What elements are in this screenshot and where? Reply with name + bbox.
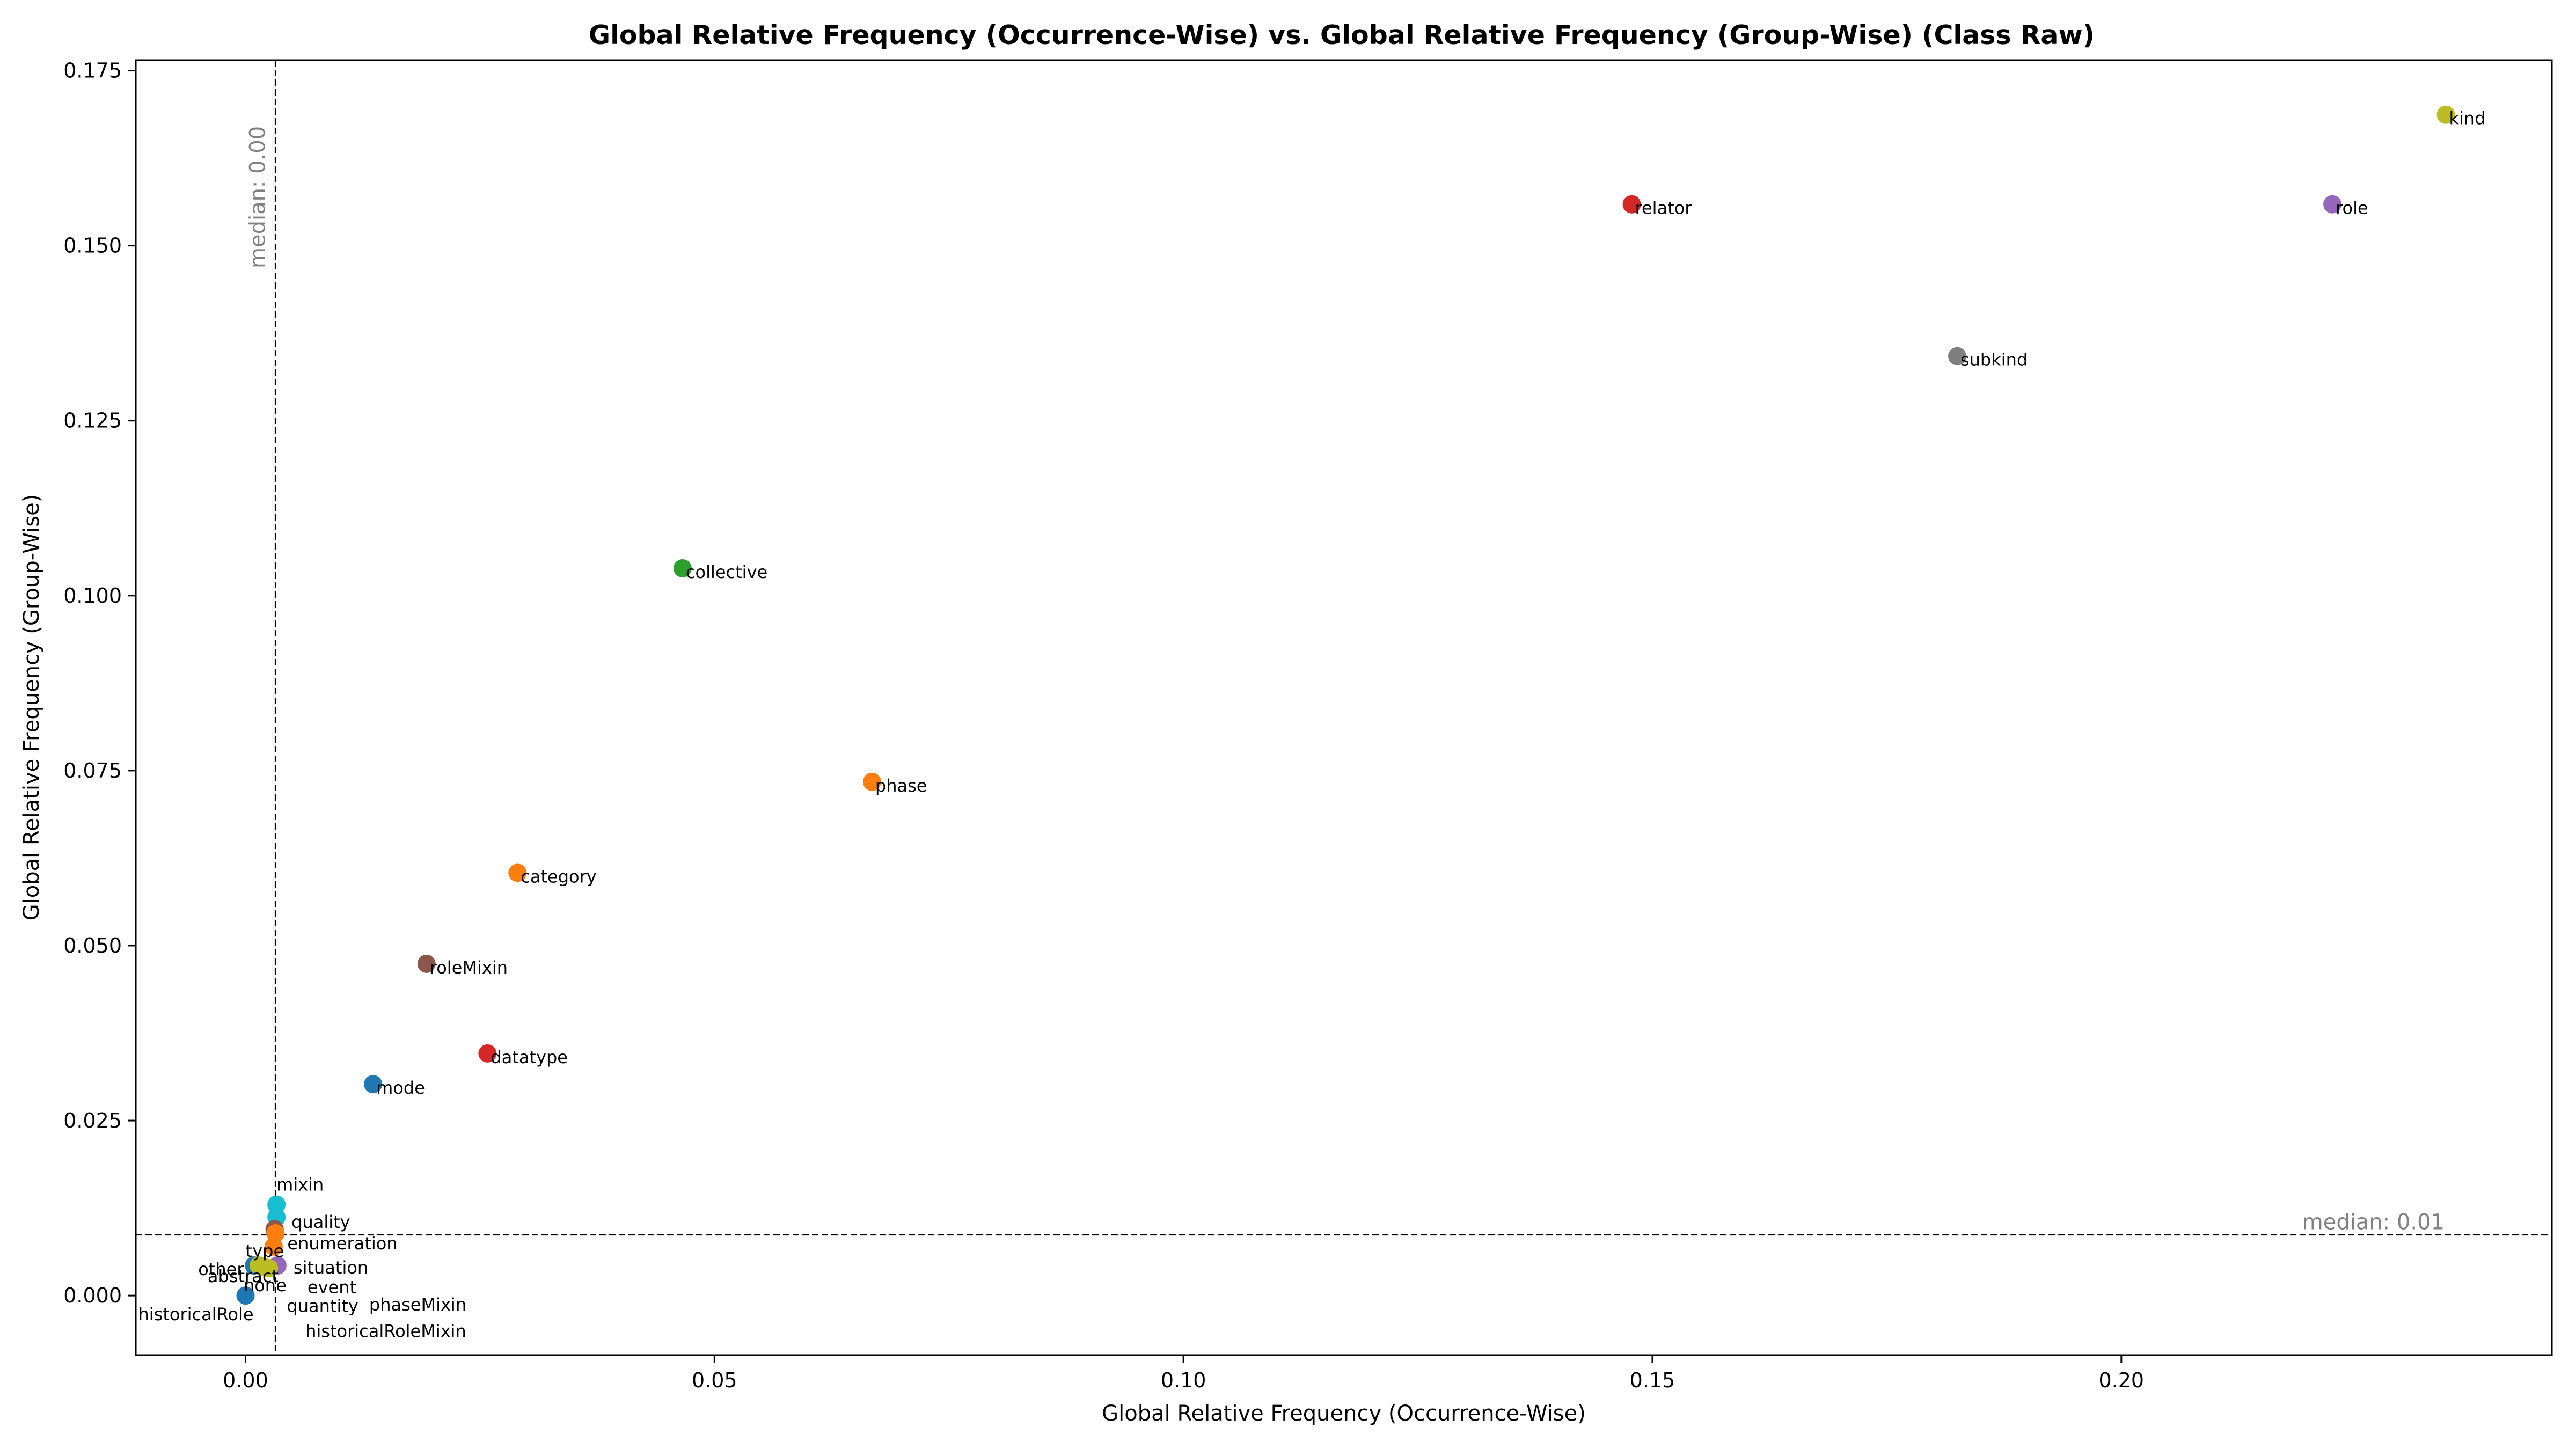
point-label: quantity [287,1296,358,1316]
y-tick-label: 0.125 [63,409,122,433]
point-label: mode [376,1078,425,1098]
point-label: none [244,1275,287,1296]
x-tick-label: 0.05 [692,1368,737,1392]
data-point [266,1224,285,1243]
x-axis-label: Global Relative Frequency (Occurrence-Wi… [1102,1401,1586,1426]
plot-area: median: 0.00 median: 0.01 kind role relator s… [136,60,2552,1355]
point-label: quality [291,1212,350,1232]
point-label: datatype [491,1047,568,1067]
y-tick-label: 0.150 [63,234,122,258]
y-tick-label: 0.075 [63,759,122,782]
plot-frame [135,59,2553,1356]
data-point [862,772,881,791]
point-label: mixin [276,1175,324,1195]
data-point [417,954,436,973]
data-point [673,559,692,577]
point-label: enumeration [287,1233,397,1254]
point-label: phaseMixin [369,1294,466,1315]
data-point [508,863,527,882]
point-label: relator [1635,198,1693,218]
data-point [2323,195,2342,214]
data-point [2436,105,2455,124]
point-label: kind [2449,108,2486,129]
point-label: other [198,1259,244,1279]
point-label: event [308,1277,356,1297]
point-label: collective [686,562,767,582]
data-point [1948,347,1966,365]
chart-title: Global Relative Frequency (Occurrence-Wi… [589,20,2095,50]
point-label: type [246,1241,284,1261]
data-point [478,1044,497,1063]
point-label: historicalRole [138,1304,253,1324]
data-point [267,1195,286,1214]
x-tick-label: 0.00 [223,1368,268,1392]
point-label: abstract [208,1266,279,1286]
x-tick-label: 0.20 [2099,1368,2145,1392]
point-label: role [2336,198,2368,218]
data-point [264,1237,283,1256]
y-tick-label: 0.000 [63,1284,122,1307]
x-tick-label: 0.10 [1161,1368,1206,1392]
data-point [236,1286,255,1305]
point-label: phase [875,775,927,796]
point-label: historicalRoleMixin [305,1321,466,1341]
data-point [1622,195,1641,214]
x-tick-label: 0.15 [1630,1368,1675,1392]
median-y-label: median: 0.01 [2302,1210,2445,1235]
point-label: category [521,866,596,887]
data-point [364,1075,383,1094]
point-label: situation [294,1257,368,1278]
y-axis-label: Global Relative Frequency (Group-Wise) [19,494,44,921]
y-tick-label: 0.100 [63,584,122,608]
median-x-label: median: 0.00 [245,126,270,268]
point-label: subkind [1960,350,2028,370]
y-tick-label: 0.050 [63,934,122,957]
point-label: roleMixin [430,957,508,978]
y-tick-label: 0.175 [63,59,122,83]
data-point [260,1259,279,1278]
y-tick-label: 0.025 [63,1109,122,1132]
